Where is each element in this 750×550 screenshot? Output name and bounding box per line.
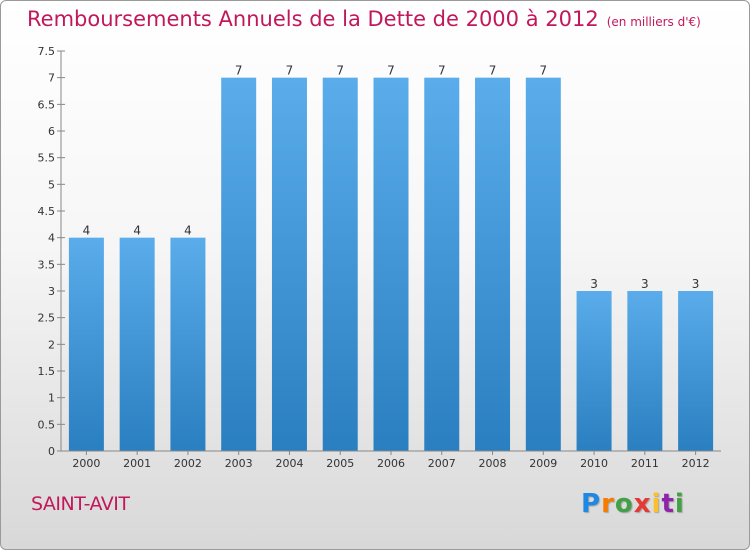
bar <box>221 77 257 452</box>
bar-value-label: 7 <box>489 64 497 78</box>
y-tick-label: 6.5 <box>38 98 56 111</box>
chart-title: Remboursements Annuels de la Dette de 20… <box>27 7 701 31</box>
logo-letter: t <box>661 489 675 519</box>
x-tick-label: 2002 <box>174 457 202 470</box>
proxiti-logo[interactable]: Proxiti <box>581 489 685 519</box>
bar-value-label: 3 <box>641 277 649 291</box>
bar-value-label: 7 <box>438 64 446 78</box>
x-tick-label: 2000 <box>72 457 100 470</box>
x-tick-label: 2008 <box>479 457 507 470</box>
logo-letter: r <box>601 489 615 519</box>
y-tick-label: 5 <box>48 178 55 191</box>
logo-letter: P <box>581 489 602 519</box>
logo-letter: o <box>614 489 634 519</box>
x-tick-label: 2011 <box>631 457 659 470</box>
y-tick-label: 2.5 <box>38 312 56 325</box>
commune-name: SAINT-AVIT <box>31 493 130 515</box>
bars: 4 4 4 7 7 7 7 7 7 7 3 3 3 <box>68 64 714 452</box>
y-tick-label: 0.5 <box>38 418 56 431</box>
chart-title-text: Remboursements Annuels de la Dette de 20… <box>27 7 599 31</box>
x-tick-label: 2009 <box>529 457 557 470</box>
y-tick-label: 2 <box>48 338 55 351</box>
y-tick-label: 7.5 <box>38 45 56 58</box>
bar <box>373 77 409 452</box>
bar <box>627 291 663 451</box>
y-tick-label: 1 <box>48 392 55 405</box>
bar-value-label: 7 <box>286 64 294 78</box>
x-tick-label: 2006 <box>377 457 405 470</box>
logo-letter: x <box>633 489 652 519</box>
x-tick-label: 2004 <box>275 457 303 470</box>
x-tick-label: 2007 <box>428 457 456 470</box>
bar-value-label: 3 <box>692 277 700 291</box>
bar-value-label: 4 <box>184 224 192 238</box>
bar-value-label: 7 <box>336 64 344 78</box>
y-tick-label: 7 <box>48 72 55 85</box>
bar <box>424 77 460 452</box>
y-axis: 0 0.5 1 1.5 2 2.5 3 3.5 4 4.5 5 5.5 6 6.5 7 7.5 <box>38 45 65 458</box>
bar <box>525 77 561 452</box>
x-tick-label: 2001 <box>123 457 151 470</box>
bar <box>119 237 155 451</box>
x-axis: 2000 2001 2002 2003 2004 2005 2006 2007 2008 2009… <box>61 450 721 470</box>
y-tick-label: 4 <box>48 232 55 245</box>
y-tick-label: 3 <box>48 285 55 298</box>
bar-value-label: 7 <box>235 64 243 78</box>
bar <box>68 237 104 451</box>
logo-letter: i <box>674 489 685 519</box>
x-tick-label: 2012 <box>682 457 710 470</box>
y-tick-label: 5.5 <box>38 152 56 165</box>
y-tick-label: 6 <box>48 125 55 138</box>
bar <box>475 77 511 452</box>
y-tick-label: 3.5 <box>38 258 56 271</box>
logo-letter: i <box>651 489 662 519</box>
bar <box>271 77 307 452</box>
bar <box>576 291 612 451</box>
bar <box>322 77 358 452</box>
chart-subtitle: (en milliers d'€) <box>606 15 701 29</box>
bar-value-label: 7 <box>539 64 547 78</box>
x-tick-label: 2005 <box>326 457 354 470</box>
bar-value-label: 7 <box>387 64 395 78</box>
bar-value-label: 4 <box>83 224 91 238</box>
y-tick-label: 4.5 <box>38 205 56 218</box>
x-tick-label: 2010 <box>580 457 608 470</box>
bar <box>170 237 206 451</box>
y-tick-label: 0 <box>48 445 55 458</box>
bar-value-label: 4 <box>133 224 141 238</box>
bar <box>678 291 714 451</box>
y-tick-label: 1.5 <box>38 365 56 378</box>
x-tick-label: 2003 <box>225 457 253 470</box>
bar-value-label: 3 <box>590 277 598 291</box>
